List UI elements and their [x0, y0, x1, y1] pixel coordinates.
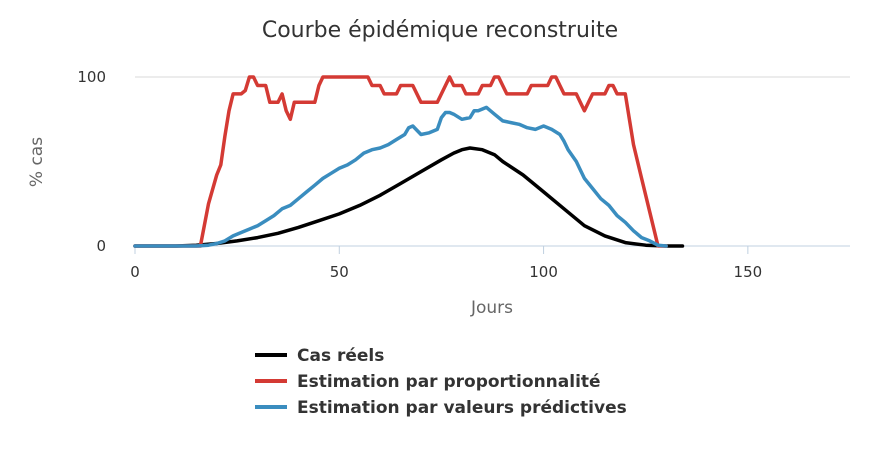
y-tick-label: 100 [77, 68, 106, 86]
gridlines [135, 76, 850, 247]
legend: Cas réels Estimation par proportionnalité… [255, 346, 627, 418]
x-tick-label: 50 [330, 263, 349, 281]
series-line-3 [133, 105, 668, 248]
chart-title: Courbe épidémique reconstruite [262, 18, 618, 43]
x-tick-label: 150 [734, 263, 763, 281]
y-axis-ticks: 0 100 [77, 68, 106, 255]
series-line-1 [133, 146, 685, 248]
legend-label-2: Estimation par proportionnalité [297, 372, 601, 392]
plot-area [135, 77, 850, 247]
y-axis-title: % cas [27, 137, 47, 187]
series-lines [133, 75, 685, 248]
x-axis-ticks: 0 50 100 150 [130, 246, 762, 281]
series-line-2 [133, 75, 668, 248]
y-tick-label: 0 [96, 237, 106, 255]
legend-label-3: Estimation par valeurs prédictives [297, 398, 627, 418]
legend-label-1: Cas réels [297, 346, 384, 366]
x-axis-title: Jours [470, 298, 513, 318]
x-tick-label: 0 [130, 263, 140, 281]
x-tick-label: 100 [529, 263, 558, 281]
